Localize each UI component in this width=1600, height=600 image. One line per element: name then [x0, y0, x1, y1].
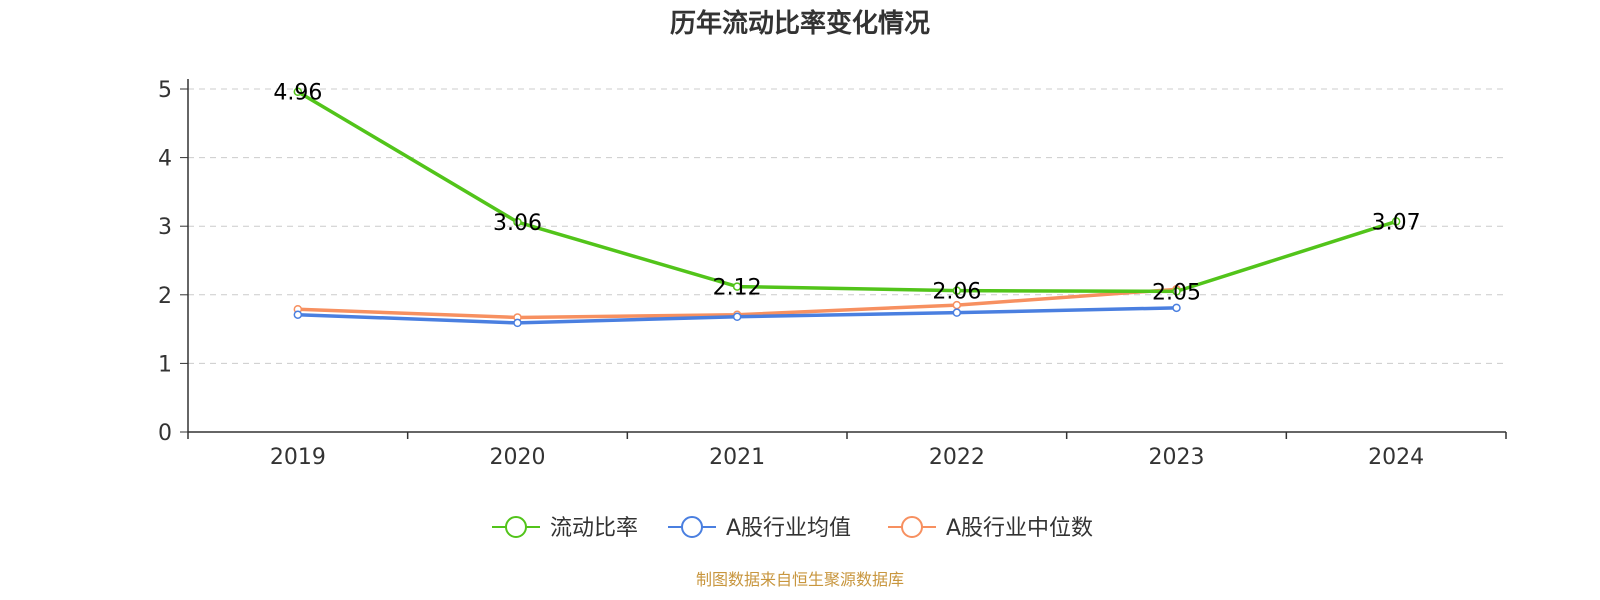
- x-tick-label: 2020: [490, 445, 546, 470]
- x-tick-label: 2022: [929, 445, 985, 470]
- data-point[interactable]: [1172, 303, 1181, 313]
- y-tick-label: 3: [158, 215, 172, 240]
- data-point[interactable]: [732, 282, 742, 291]
- data-point[interactable]: [952, 308, 962, 317]
- axes: 0 1 2 3 4 5 2019 2020 2021 2022 2023 2024: [158, 78, 1507, 470]
- legend-label: 流动比率: [550, 516, 638, 541]
- legend-circle-icon: [901, 516, 923, 538]
- x-tick-label: 2021: [709, 445, 765, 470]
- legend-label: A股行业均值: [726, 516, 851, 541]
- y-tick-label: 5: [158, 78, 172, 103]
- data-label: 3.07: [1372, 210, 1421, 235]
- legend-item[interactable]: A股行业中位数: [888, 516, 1093, 541]
- data-label: 2.06: [932, 280, 981, 305]
- legend-circle-icon: [505, 516, 527, 538]
- data-point[interactable]: [732, 312, 742, 322]
- data-labels: 4.96 3.06 2.12 2.06 2.05 3.07: [273, 81, 1420, 306]
- y-tick-label: 4: [158, 147, 172, 172]
- data-label: 3.06: [493, 211, 542, 236]
- data-point[interactable]: [1172, 287, 1181, 296]
- y-tick-label: 1: [158, 352, 172, 377]
- x-tick-label: 2019: [270, 445, 326, 470]
- legend-label: A股行业中位数: [946, 516, 1093, 541]
- data-label: 2.12: [713, 276, 762, 301]
- x-tick-label: 2023: [1149, 445, 1205, 470]
- x-tick-label: 2024: [1368, 445, 1424, 470]
- data-point[interactable]: [293, 310, 303, 319]
- data-point[interactable]: [293, 87, 303, 96]
- data-point[interactable]: [513, 217, 522, 227]
- legend[interactable]: 流动比率 A股行业均值 A股行业中位数: [492, 516, 1093, 541]
- data-label: 2.05: [1152, 280, 1201, 305]
- data-point[interactable]: [513, 318, 522, 328]
- grid-lines: [188, 88, 1506, 364]
- source-note: 制图数据来自恒生聚源数据库: [696, 570, 904, 589]
- data-label: 4.96: [273, 81, 322, 106]
- y-tick-label: 0: [158, 421, 172, 446]
- chart-title: 历年流动比率变化情况: [670, 8, 930, 39]
- y-tick-label: 2: [158, 284, 172, 309]
- series-line: [296, 90, 1397, 294]
- legend-item[interactable]: 流动比率: [492, 516, 638, 541]
- series-lines: [293, 87, 1401, 328]
- data-point[interactable]: [1391, 217, 1401, 226]
- data-point[interactable]: [952, 286, 962, 295]
- legend-item[interactable]: A股行业均值: [668, 516, 851, 541]
- legend-circle-icon: [681, 516, 703, 538]
